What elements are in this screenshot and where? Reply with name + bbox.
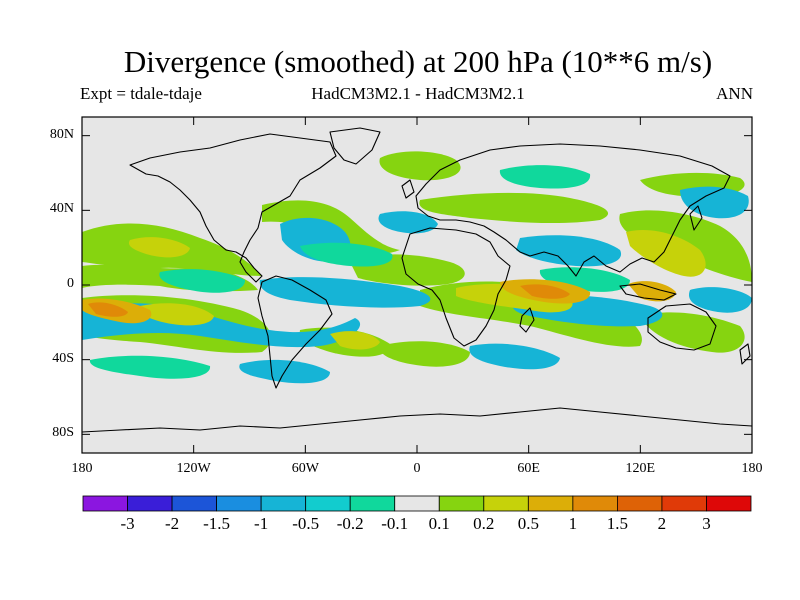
indonesia-coastline <box>619 283 677 301</box>
south-america-coastline <box>257 275 333 389</box>
colorbar-swatch <box>617 495 663 512</box>
eurasia-coastline <box>415 143 731 277</box>
plot-title: Divergence (smoothed) at 200 hPa (10**6 … <box>123 44 713 79</box>
lat-tick-label: 80S <box>52 425 74 441</box>
north-pacific-cyan <box>680 186 749 219</box>
colorbar-swatch <box>706 495 752 512</box>
colorbar-swatch <box>171 495 217 512</box>
colorbar <box>82 495 752 512</box>
experiment-label: Expt = tdale-tdaje <box>80 84 202 103</box>
weak-convergence-regions <box>89 165 630 379</box>
colorbar-swatch <box>438 495 485 512</box>
eurasia-band <box>419 192 609 224</box>
lon-tick-label: 60E <box>517 461 540 476</box>
south-indian-cyan <box>469 343 560 370</box>
australia-blob <box>640 312 745 353</box>
east-australia-cyan <box>688 287 752 313</box>
siberia-teal <box>499 165 591 189</box>
east-pacific-teal <box>159 269 246 293</box>
south-atlantic-yellow <box>330 331 380 350</box>
southern-indian-blob <box>379 341 470 367</box>
colorbar-label: 2 <box>657 514 667 533</box>
colorbar-swatch <box>394 495 440 512</box>
colorbar-swatch <box>127 495 173 512</box>
colorbar-swatch <box>82 495 128 512</box>
colorbar-label: -3 <box>120 514 135 533</box>
colorbar-label: -0.1 <box>381 514 409 533</box>
colorbar-label: 1 <box>568 514 578 533</box>
southern-ocean-teal <box>89 355 211 379</box>
lon-tick-label: 60W <box>291 461 319 476</box>
lat-tick-label: 80N <box>49 126 74 142</box>
west-pacific-yellow <box>626 230 706 277</box>
north-atlantic-teal <box>300 242 393 267</box>
colorbar-swatch <box>661 495 707 512</box>
lon-tick-label: 120E <box>625 461 656 476</box>
colorbar-swatch <box>305 495 351 512</box>
colorbar-label: 0.5 <box>517 514 539 533</box>
europe-cyan <box>378 211 438 234</box>
lon-tick-label: 180 <box>71 461 93 476</box>
indian-peak <box>520 284 570 299</box>
madagascar-coastline <box>519 307 535 333</box>
pacific-north-yellow <box>128 237 190 258</box>
colorbar-swatch <box>260 495 307 512</box>
maritime-continent-orange <box>628 281 676 302</box>
model-label: HadCM3M2.1 - HadCM3M2.1 <box>311 84 525 103</box>
south-pacific-peak <box>88 302 128 317</box>
colorbar-label: -1 <box>254 514 269 533</box>
subtropical-asia-cyan <box>516 235 622 267</box>
lat-tick-label: 0 <box>67 276 74 291</box>
lon-tick-label: 180 <box>741 461 763 476</box>
colorbar-swatch <box>216 495 262 512</box>
colorbar-swatch <box>483 495 529 512</box>
colorbar-label: -0.2 <box>336 514 364 533</box>
colorbar-label: 0.2 <box>473 514 495 533</box>
greenland-coastline <box>329 127 381 165</box>
colorbar-label: 1.5 <box>606 514 629 533</box>
antarctica-coastline <box>82 407 752 433</box>
australia-coastline <box>647 303 717 351</box>
africa-coastline <box>401 227 511 347</box>
british-isles-coastline <box>401 179 415 199</box>
japan-coastline <box>689 205 703 231</box>
colorbar-label: -1.5 <box>203 514 231 533</box>
colorbar-label: -2 <box>164 514 180 533</box>
lon-tick-label: 0 <box>413 461 421 476</box>
colorbar-label: 3 <box>702 514 711 533</box>
axis-ticks <box>81 117 753 453</box>
colorbar-swatch <box>527 495 574 512</box>
colorbar-swatch <box>572 495 618 512</box>
positive-divergence-peak-regions <box>88 284 570 317</box>
coastlines <box>82 127 752 433</box>
colorbar-label: 0.1 <box>428 514 450 533</box>
arctic-blob <box>379 151 461 181</box>
tropical-atlantic-cyan <box>259 277 431 308</box>
north-america-coastline <box>129 133 337 283</box>
map-area <box>82 117 752 453</box>
season-label: ANN <box>716 84 753 103</box>
new-zealand-coastline <box>739 343 751 365</box>
colorbar-swatch <box>349 495 396 512</box>
south-pacific-yellow <box>139 303 214 326</box>
lon-tick-label: 120W <box>176 461 211 476</box>
lat-tick-label: 40S <box>52 350 74 366</box>
colorbar-label: -0.5 <box>292 514 320 533</box>
lat-tick-label: 40N <box>49 201 74 217</box>
